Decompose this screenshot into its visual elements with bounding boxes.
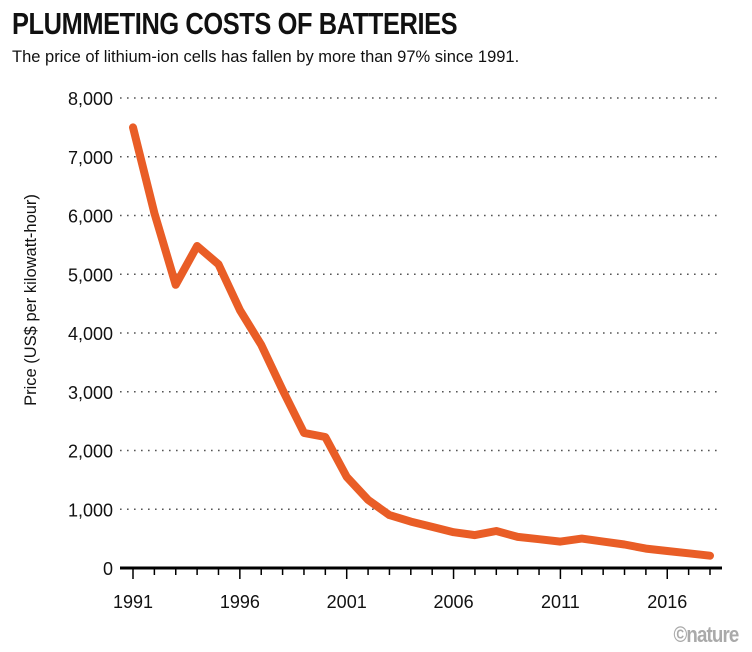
y-tick-label: 5,000: [68, 265, 113, 285]
x-tick-label: 2016: [647, 592, 687, 612]
y-tick-label: 6,000: [68, 207, 113, 227]
chart-title: PLUMMETING COSTS OF BATTERIES: [12, 6, 458, 41]
x-tick-label: 2006: [434, 592, 474, 612]
y-tick-label: 8,000: [68, 89, 113, 109]
y-tick-label: 0: [103, 559, 113, 579]
y-tick-label: 3,000: [68, 383, 113, 403]
x-tick-label: 1996: [220, 592, 260, 612]
x-tick-label: 2001: [327, 592, 367, 612]
x-tick-label: 1991: [113, 592, 153, 612]
y-tick-label: 4,000: [68, 324, 113, 344]
nature-logo: ©nature: [673, 622, 739, 647]
price-line: [129, 123, 714, 560]
x-tick-label: 2011: [541, 592, 580, 612]
y-axis-label: Price (US$ per kilowatt-hour): [22, 194, 40, 406]
y-tick-label: 7,000: [68, 148, 113, 168]
y-tick-label: 2,000: [68, 442, 113, 462]
y-tick-label: 1,000: [68, 500, 113, 520]
chart-subtitle: The price of lithium-ion cells has falle…: [12, 48, 520, 66]
